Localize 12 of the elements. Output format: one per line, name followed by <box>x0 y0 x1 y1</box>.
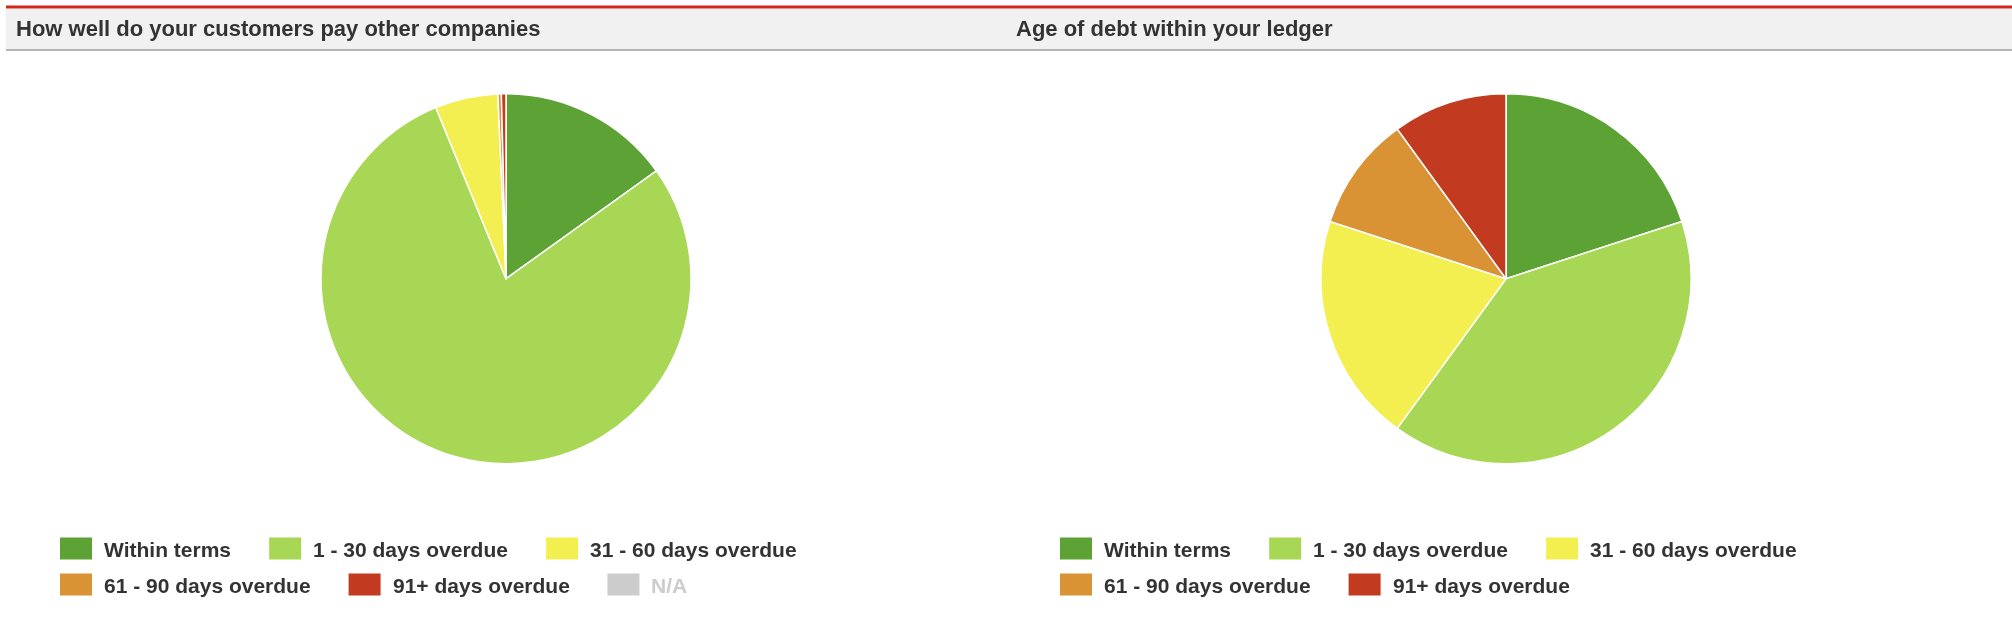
legend-label: 61 - 90 days overdue <box>104 574 311 597</box>
legend-label: 31 - 60 days overdue <box>590 538 797 561</box>
chart-title: Age of debt within your ledger <box>1016 16 1333 41</box>
legend-label: 61 - 90 days overdue <box>1104 574 1311 597</box>
legend-label: 91+ days overdue <box>1393 574 1570 597</box>
legend-label: 91+ days overdue <box>393 574 570 597</box>
chart-title: How well do your customers pay other companies <box>16 16 541 41</box>
legend-label: 31 - 60 days overdue <box>1590 538 1797 561</box>
legend-label: Within terms <box>104 538 231 561</box>
legend-label: 1 - 30 days overdue <box>313 538 508 561</box>
legend-label: Within terms <box>1104 538 1231 561</box>
legend-label: 1 - 30 days overdue <box>1313 538 1508 561</box>
